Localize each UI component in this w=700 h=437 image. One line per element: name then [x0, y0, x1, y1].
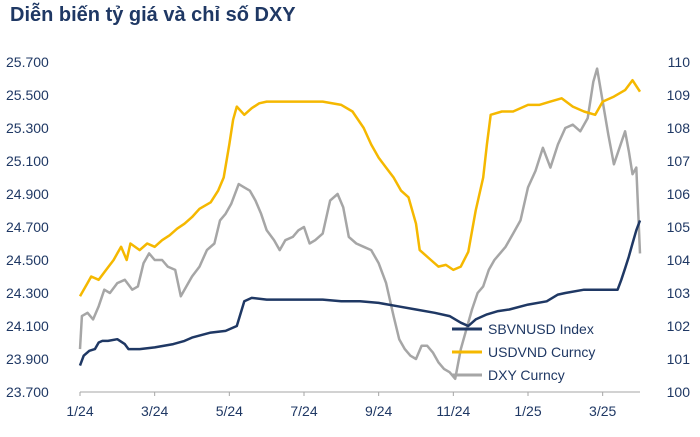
y-left-tick-label: 23.900: [6, 351, 49, 367]
y-right-tick-label: 106: [667, 186, 691, 202]
y-right-tick-label: 105: [667, 219, 691, 235]
dxy-curncy-line: [78, 67, 642, 381]
y-right-tick-label: 104: [667, 252, 691, 268]
legend-label-dxy-curncy: DXY Curncy: [488, 367, 565, 383]
y-left-tick-label: 23.700: [6, 384, 49, 400]
y-left-tick-label: 25.300: [6, 120, 49, 136]
y-left-tick-label: 24.100: [6, 318, 49, 334]
y-left-tick-label: 24.500: [6, 252, 49, 268]
x-tick-label: 11/24: [436, 403, 470, 419]
y-right-tick-label: 101: [667, 351, 691, 367]
y-right-tick-label: 107: [667, 153, 691, 169]
x-tick-label: 7/24: [290, 403, 317, 419]
usdvnd-curncy-line: [78, 78, 642, 297]
y-right-tick-label: 100: [667, 384, 691, 400]
x-tick-label: 3/24: [141, 403, 168, 419]
legend-label-usdvnd-curncy: USDVND Curncy: [488, 344, 595, 360]
x-tick-label: 9/24: [365, 403, 392, 419]
y-left-tick-label: 25.100: [6, 153, 49, 169]
y-left-tick-label: 24.300: [6, 285, 49, 301]
legend-label-sbvnusd-index: SBVNUSD Index: [488, 321, 594, 337]
y-right-tick-label: 102: [667, 318, 691, 334]
y-right-tick-label: 103: [667, 285, 691, 301]
x-tick-label: 5/24: [216, 403, 243, 419]
y-right-tick-label: 109: [667, 87, 691, 103]
y-left-tick-label: 25.700: [6, 54, 49, 70]
x-tick-label: 1/24: [66, 403, 93, 419]
sbvnusd-index-line: [78, 219, 642, 367]
y-right-tick-label: 110: [668, 54, 691, 70]
x-tick-label: 3/25: [589, 403, 616, 419]
y-left-tick-label: 24.700: [6, 219, 49, 235]
y-right-tick-label: 108: [667, 120, 691, 136]
x-tick-label: 1/25: [514, 403, 541, 419]
y-left-tick-label: 25.500: [6, 87, 49, 103]
y-left-tick-label: 24.900: [6, 186, 49, 202]
chart-title: Diễn biến tỷ giá và chỉ số DXY: [10, 4, 296, 26]
